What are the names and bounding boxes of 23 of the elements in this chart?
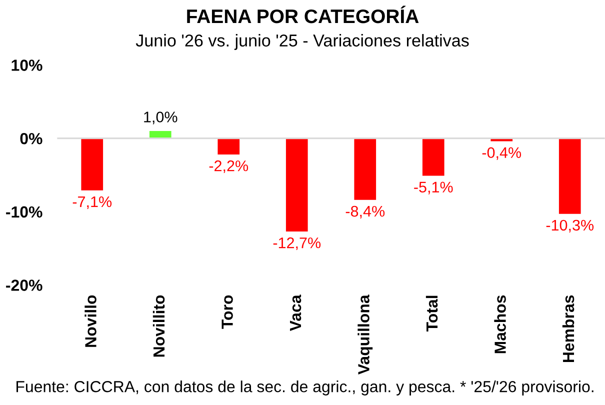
data-label: -2,2% — [209, 160, 248, 174]
data-label: -8,4% — [346, 206, 385, 219]
y-tick-label: 10% — [12, 60, 42, 71]
data-label: -10,3% — [546, 220, 594, 232]
source-note: Fuente: CICCRA, con datos de la sec. de agric., gan. y pesca. * '25/'26 provisorio. — [16, 380, 594, 396]
y-tick-label: -20% — [6, 280, 42, 291]
y-tick-label: 0% — [20, 132, 42, 144]
x-tick-label: Hembras — [562, 295, 574, 362]
data-label: -5,1% — [414, 182, 453, 194]
data-label: -7,1% — [72, 196, 112, 209]
x-tick-label: Vaca — [290, 294, 302, 332]
y-tick-label: -10% — [6, 206, 42, 218]
data-label: -0,4% — [482, 147, 522, 160]
chart-subtitle: Junio '26 vs. junio '25 - Variaciones relativas — [136, 34, 469, 50]
chart-title: FAENA POR CATEGORÍA — [187, 6, 419, 24]
data-label: -12,7% — [273, 237, 321, 250]
x-tick-label: Machos — [494, 295, 506, 354]
x-tick-label: Vaquillona — [358, 294, 373, 374]
data-label: 1,0% — [144, 112, 178, 124]
x-tick-label: Total — [426, 296, 438, 332]
x-tick-label: Novillito — [152, 295, 165, 357]
x-tick-label: Novillo — [84, 295, 96, 347]
x-tick-label: Toro — [222, 295, 233, 329]
